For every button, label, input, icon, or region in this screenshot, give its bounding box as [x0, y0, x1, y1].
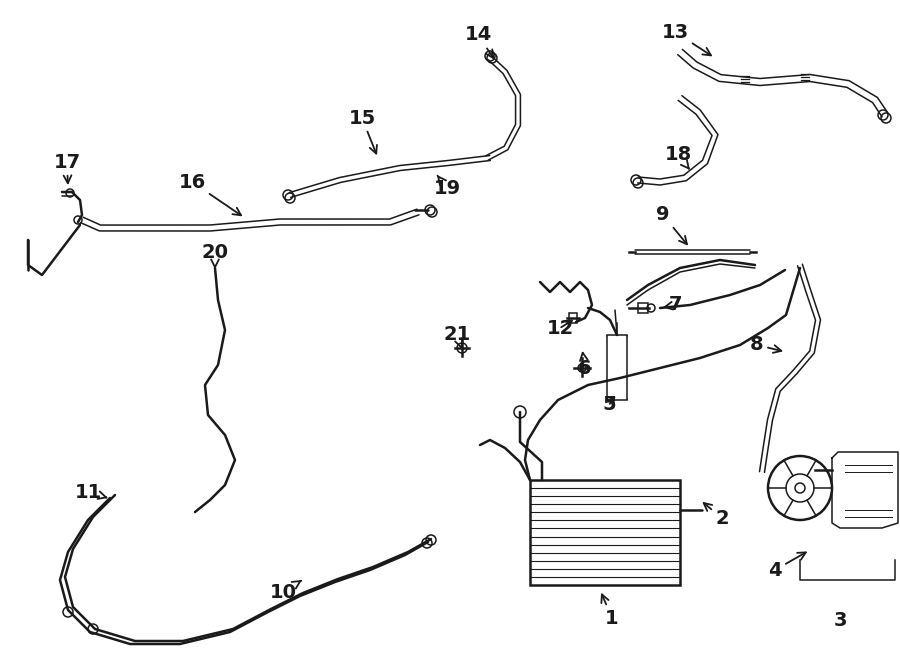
Text: 21: 21	[444, 325, 471, 348]
Bar	[530, 480, 680, 585]
Text: 10: 10	[269, 581, 301, 602]
Text: 3: 3	[833, 611, 847, 629]
Text: 19: 19	[434, 176, 461, 198]
Bar	[569, 313, 577, 323]
Text: 1: 1	[601, 594, 619, 627]
Polygon shape	[832, 452, 898, 528]
Text: 2: 2	[704, 503, 729, 527]
Text: 11: 11	[75, 483, 106, 502]
Text: 18: 18	[664, 145, 691, 169]
Text: 6: 6	[578, 353, 592, 377]
Text: 7: 7	[664, 295, 683, 315]
Bar	[638, 303, 648, 313]
Text: 5: 5	[602, 395, 616, 414]
Text: 12: 12	[546, 319, 573, 338]
Text: 16: 16	[178, 173, 241, 215]
Text: 17: 17	[53, 153, 81, 183]
Text: 9: 9	[656, 206, 687, 245]
Text: 20: 20	[202, 243, 229, 267]
Text: 14: 14	[464, 26, 493, 58]
Text: 13: 13	[662, 22, 711, 56]
Text: 8: 8	[751, 336, 781, 354]
Text: 15: 15	[348, 108, 377, 153]
Bar	[607, 335, 627, 400]
Text: 4: 4	[769, 553, 806, 580]
